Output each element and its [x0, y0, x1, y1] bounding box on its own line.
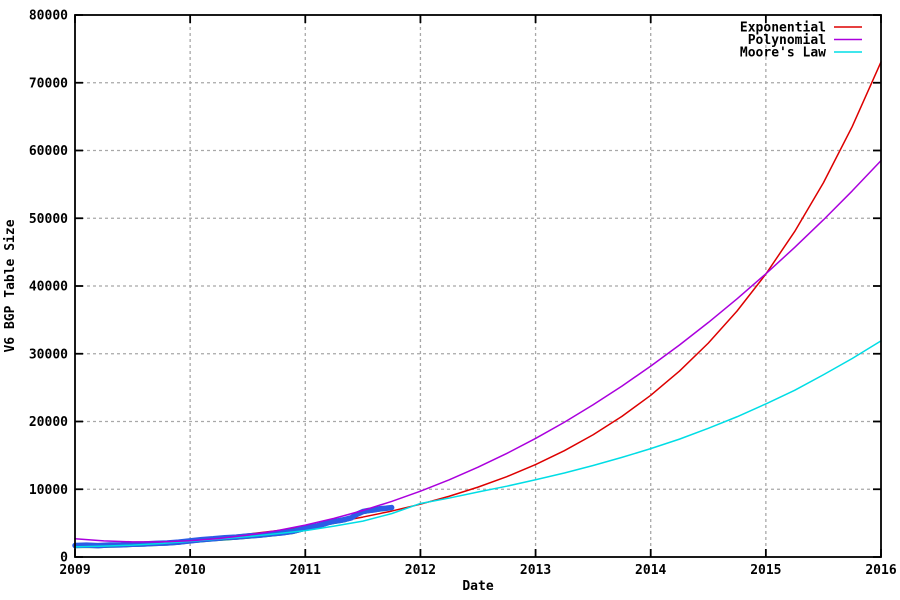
legend-item-exponential: Exponential — [740, 21, 862, 36]
svg-text:2011: 2011 — [290, 563, 321, 578]
series-curves — [72, 61, 882, 549]
svg-text:2015: 2015 — [750, 563, 781, 578]
x-tick-labels: 2009 2010 2011 2012 2013 2014 2015 2016 — [59, 563, 896, 578]
svg-text:40000: 40000 — [29, 280, 68, 295]
svg-text:2012: 2012 — [405, 563, 436, 578]
legend: Exponential Polynomial Moore's Law — [740, 21, 862, 61]
gridlines — [75, 15, 881, 557]
x-axis-title: Date — [462, 579, 493, 594]
y-tick-labels: 0 10000 20000 30000 40000 50000 60000 70000 8000… — [29, 9, 68, 566]
svg-text:60000: 60000 — [29, 144, 68, 159]
svg-text:20000: 20000 — [29, 415, 68, 430]
y-axis-title: V6 BGP Table Size — [3, 219, 18, 352]
svg-text:2014: 2014 — [635, 563, 666, 578]
svg-text:50000: 50000 — [29, 212, 68, 227]
svg-text:70000: 70000 — [29, 76, 68, 91]
svg-text:0: 0 — [60, 551, 68, 566]
legend-item-polynomial: Polynomial — [748, 33, 862, 48]
axis-ticks — [74, 14, 882, 558]
svg-text:10000: 10000 — [29, 483, 68, 498]
svg-text:30000: 30000 — [29, 347, 68, 362]
legend-label-exponential: Exponential — [740, 21, 826, 36]
legend-label-polynomial: Polynomial — [748, 33, 826, 48]
svg-text:2009: 2009 — [59, 563, 90, 578]
svg-text:80000: 80000 — [29, 9, 68, 24]
svg-text:2016: 2016 — [865, 563, 896, 578]
svg-text:2013: 2013 — [520, 563, 551, 578]
legend-label-moores-law: Moore's Law — [740, 46, 826, 61]
svg-text:2010: 2010 — [174, 563, 205, 578]
legend-item-moores-law: Moore's Law — [740, 46, 862, 61]
